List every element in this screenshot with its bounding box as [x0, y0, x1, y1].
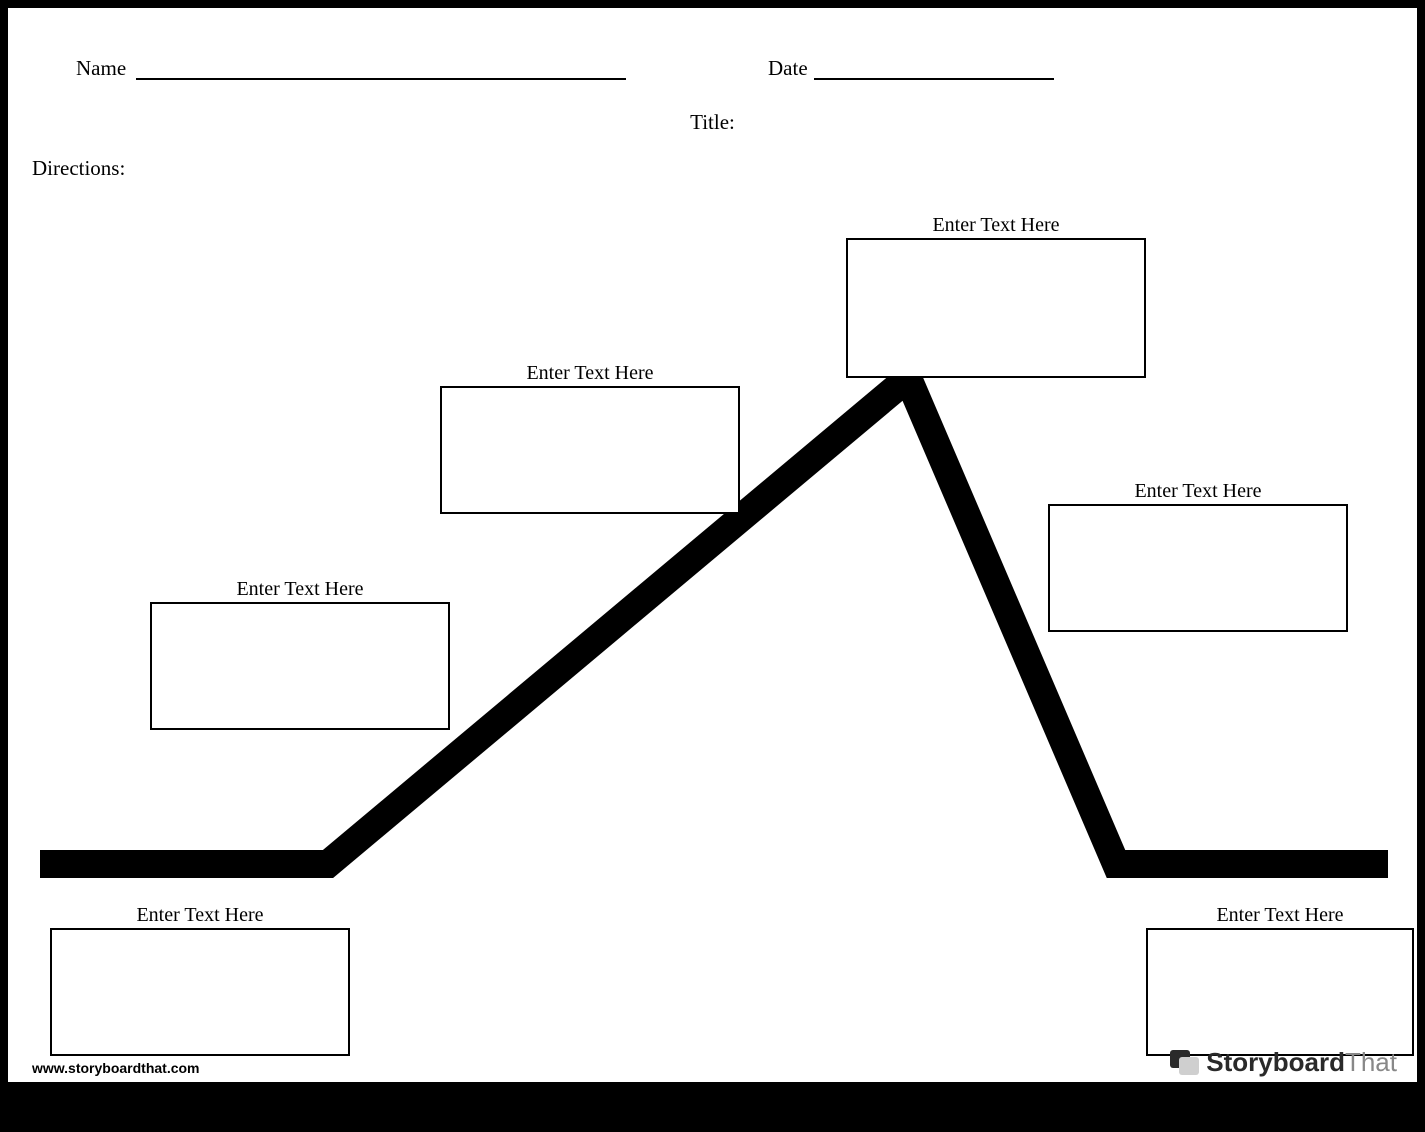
text-box-label: Enter Text Here — [52, 904, 348, 927]
footer-url: www.storyboardthat.com — [32, 1060, 200, 1076]
date-input-line[interactable] — [814, 78, 1054, 80]
text-box-rising-action-1[interactable]: Enter Text Here — [150, 602, 450, 730]
text-box-falling-action[interactable]: Enter Text Here — [1048, 504, 1348, 632]
worksheet-page: Name Date Title: Directions: Enter Text … — [8, 8, 1417, 1082]
footer-logo-bold: Storyboard — [1206, 1047, 1345, 1077]
title-label: Title: — [8, 110, 1417, 135]
text-box-label: Enter Text Here — [848, 214, 1144, 237]
text-box-label: Enter Text Here — [152, 578, 448, 601]
text-box-label: Enter Text Here — [442, 362, 738, 385]
text-box-climax[interactable]: Enter Text Here — [846, 238, 1146, 378]
outer-frame: Name Date Title: Directions: Enter Text … — [0, 0, 1425, 1132]
date-label: Date — [768, 56, 808, 81]
text-box-label: Enter Text Here — [1148, 904, 1412, 927]
footer-logo: StoryboardThat — [1170, 1047, 1397, 1078]
directions-label: Directions: — [32, 156, 125, 181]
text-box-label: Enter Text Here — [1050, 480, 1346, 503]
name-input-line[interactable] — [136, 78, 626, 80]
text-box-rising-action-2[interactable]: Enter Text Here — [440, 386, 740, 514]
text-box-exposition[interactable]: Enter Text Here — [50, 928, 350, 1056]
storyboard-logo-icon — [1170, 1050, 1200, 1076]
name-label: Name — [76, 56, 126, 81]
footer-logo-light: That — [1345, 1047, 1397, 1077]
text-box-resolution[interactable]: Enter Text Here — [1146, 928, 1414, 1056]
